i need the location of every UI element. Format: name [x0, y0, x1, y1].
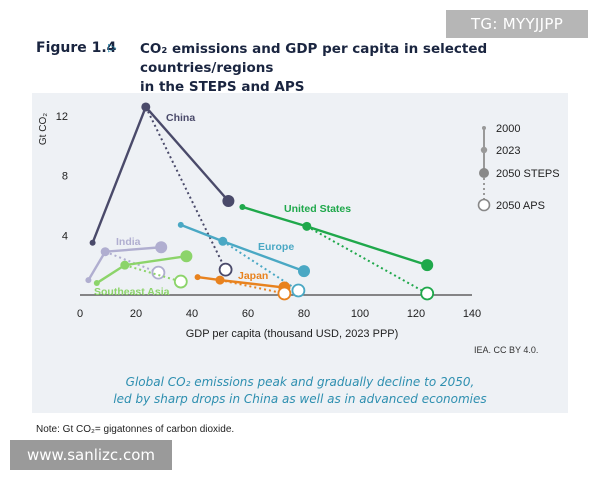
figure-title-line-2: in the STEPS and APS [140, 79, 305, 95]
united-states-point-2050-aps [420, 286, 435, 301]
caption-line-2: led by sharp drops in China as well as i… [113, 392, 487, 406]
legend-label-2050-aps: 2050 APS [496, 200, 545, 212]
united-states-steps-line [306, 225, 428, 267]
figure-caption: Global CO₂ emissions peak and gradually … [0, 374, 600, 408]
legend-label-2000: 2000 [496, 123, 520, 135]
southeast-asia-point-2050-steps [180, 250, 193, 263]
figure-title: CO₂ emissions and GDP per capita in sele… [140, 40, 570, 97]
japan-point-2000 [194, 274, 201, 281]
legend-marker-2023 [480, 146, 488, 154]
india-point-2050-aps [151, 265, 166, 280]
india-point-2050-steps [155, 241, 168, 254]
united-states-history-line [242, 205, 308, 228]
y-axis-label: Gt CO₂ [38, 113, 49, 145]
x-tick-label: 0 [77, 308, 83, 320]
europe-point-2050-steps [298, 265, 310, 278]
figure-arrow-icon: ▷ [108, 42, 117, 54]
southeast-asia-point-2023 [120, 260, 130, 270]
europe-point-2000 [177, 221, 184, 228]
china-point-2023 [141, 102, 151, 112]
india-point-2000 [85, 277, 92, 284]
japan-point-2050-aps [277, 286, 292, 301]
y-tick-label: 4 [62, 230, 68, 242]
europe-point-2050-aps [291, 283, 306, 298]
southeast-asia-point-2000 [93, 280, 100, 287]
chart-panel: 0 20 40 60 80 100 120 140 4 8 12 GDP per capita (th… [32, 93, 568, 413]
legend-label-2023: 2023 [496, 145, 520, 157]
china-series-label: China [166, 112, 195, 124]
china-point-2050-aps [218, 262, 233, 277]
x-tick-label: 60 [242, 308, 254, 320]
china-history-line [91, 106, 147, 244]
x-tick-label: 100 [351, 308, 369, 320]
watermark-bottom: www.sanlizc.com [10, 440, 172, 470]
y-tick-label: 12 [56, 111, 68, 123]
source-credit: IEA. CC BY 4.0. [474, 345, 539, 355]
southeast-asia-steps-line [124, 255, 187, 267]
europe-history-line [180, 223, 224, 243]
legend-marker-2050-steps [479, 168, 489, 178]
japan-series-label: Japan [238, 270, 268, 282]
united-states-point-2050-steps [421, 259, 434, 272]
watermark-top: TG: MYYJJPP [446, 10, 588, 38]
x-tick-label: 140 [463, 308, 481, 320]
united-states-point-2000 [239, 203, 246, 210]
india-history-line [87, 251, 107, 281]
southeast-asia-history-line [96, 264, 126, 285]
europe-steps-line [222, 240, 305, 273]
y-tick-label: 8 [62, 171, 68, 183]
southeast-asia-series-label: Southeast Asia [94, 286, 170, 298]
southeast-asia-point-2050-aps [173, 274, 188, 289]
legend-marker-2050-aps [477, 198, 491, 212]
x-tick-label: 120 [407, 308, 425, 320]
japan-aps-line [219, 279, 285, 295]
figure-title-line-1: CO₂ emissions and GDP per capita in sele… [140, 41, 488, 76]
legend-marker-2000 [482, 126, 486, 130]
china-point-2050-steps [222, 194, 235, 207]
united-states-point-2023 [302, 221, 312, 231]
figure-label: Figure 1.4 [36, 40, 117, 56]
x-tick-label: 80 [298, 308, 310, 320]
x-tick-label: 20 [130, 308, 142, 320]
figure-note: Note: Gt CO₂= gigatonnes of carbon dioxi… [36, 424, 235, 435]
china-steps-line [144, 106, 230, 202]
scatter-chart: 0 20 40 60 80 100 120 140 4 8 12 GDP per capita (th… [38, 102, 560, 340]
united-states-series-label: United States [284, 203, 351, 215]
x-tick-label: 40 [186, 308, 198, 320]
japan-point-2023 [215, 275, 225, 285]
legend-label-2050-steps: 2050 STEPS [496, 168, 560, 180]
europe-series-label: Europe [258, 241, 294, 253]
x-axis-label: GDP per capita (thousand USD, 2023 PPP) [186, 328, 399, 340]
china-point-2000 [89, 239, 96, 246]
india-steps-line [105, 246, 162, 253]
europe-point-2023 [218, 236, 228, 246]
china-aps-line [144, 106, 227, 271]
india-point-2023 [100, 247, 110, 257]
india-series-label: India [116, 236, 141, 248]
caption-line-1: Global CO₂ emissions peak and gradually … [125, 375, 475, 389]
